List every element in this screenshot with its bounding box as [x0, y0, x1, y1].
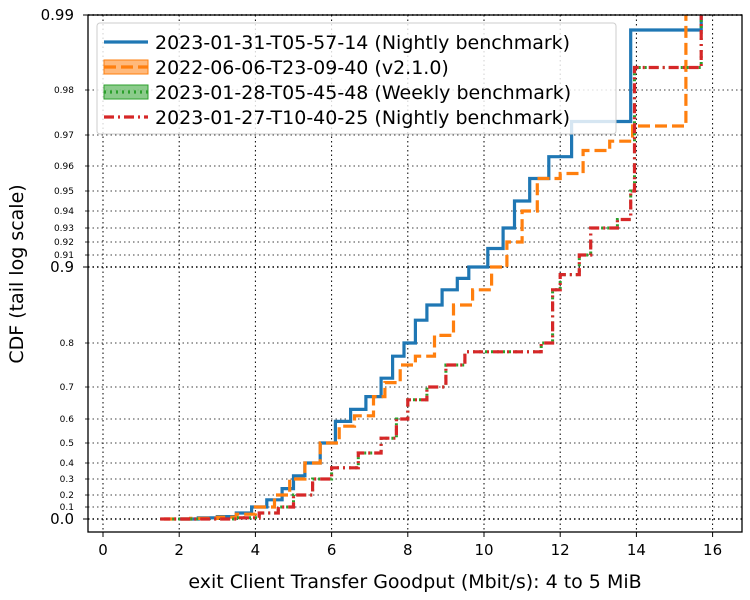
y-minor-tick-label: 0.94: [54, 207, 74, 217]
y-minor-tick-label: 0.4: [60, 459, 75, 469]
plot-frame: [87, 14, 743, 533]
series-line-0: [179, 15, 703, 521]
y-minor-tick-label: 0.97: [54, 131, 74, 141]
legend-label-2: 2023-01-28-T05-45-48 (Weekly benchmark): [155, 82, 571, 104]
y-minor-tick-label: 0.8: [60, 339, 75, 349]
axis-ticks: 0 2 4 6 8 10 12 14 16 0.0 0.9 0.99 0.1 0.2 0.3 0.4 0.5 0.…: [41, 6, 723, 559]
x-tick-label: 8: [403, 541, 413, 559]
y-minor-tick-label: 0.5: [60, 439, 74, 449]
y-minor-tick-label: 0.6: [60, 415, 75, 425]
y-tick-label: 0.0: [50, 510, 74, 528]
y-tick-label: 0.99: [41, 6, 74, 24]
y-minor-tick-label: 0.92: [54, 238, 74, 248]
series-line-2: [160, 15, 703, 521]
x-tick-label: 4: [251, 541, 261, 559]
y-minor-tick-label: 0.93: [54, 224, 74, 234]
y-minor-tick-label: 0.91: [54, 251, 74, 261]
x-tick-label: 10: [474, 541, 493, 559]
y-minor-tick-label: 0.95: [54, 187, 74, 197]
legend-label-3: 2023-01-27-T10-40-25 (Nightly benchmark): [155, 107, 570, 129]
legend-label-0: 2023-01-31-T05-57-14 (Nightly benchmark): [155, 32, 570, 54]
y-axis-label: CDF (tail log scale): [6, 184, 28, 363]
y-minor-tick-label: 0.1: [60, 503, 74, 513]
y-minor-tick-label: 0.2: [60, 491, 74, 501]
series-lines: [160, 15, 703, 521]
legend-label-1: 2022-06-06-T23-09-40 (v2.1.0): [155, 57, 449, 79]
y-minor-tick-label: 0.3: [60, 475, 74, 485]
x-axis-label: exit Client Transfer Goodput (Mbit/s): 4…: [188, 571, 641, 593]
legend-box: [96, 22, 617, 135]
x-tick-label: 6: [327, 541, 337, 559]
y-minor-tick-label: 0.98: [54, 86, 74, 96]
y-tick-label: 0.9: [50, 258, 74, 276]
x-tick-label: 14: [627, 541, 646, 559]
x-tick-label: 16: [703, 541, 722, 559]
legend: 2023-01-31-T05-57-14 (Nightly benchmark)…: [96, 22, 617, 135]
x-tick-label: 12: [551, 541, 570, 559]
x-tick-label: 0: [98, 541, 108, 559]
series-line-1: [164, 15, 688, 521]
x-tick-label: 2: [174, 541, 184, 559]
y-minor-tick-label: 0.96: [54, 162, 74, 172]
y-minor-tick-label: 0.7: [60, 383, 74, 393]
